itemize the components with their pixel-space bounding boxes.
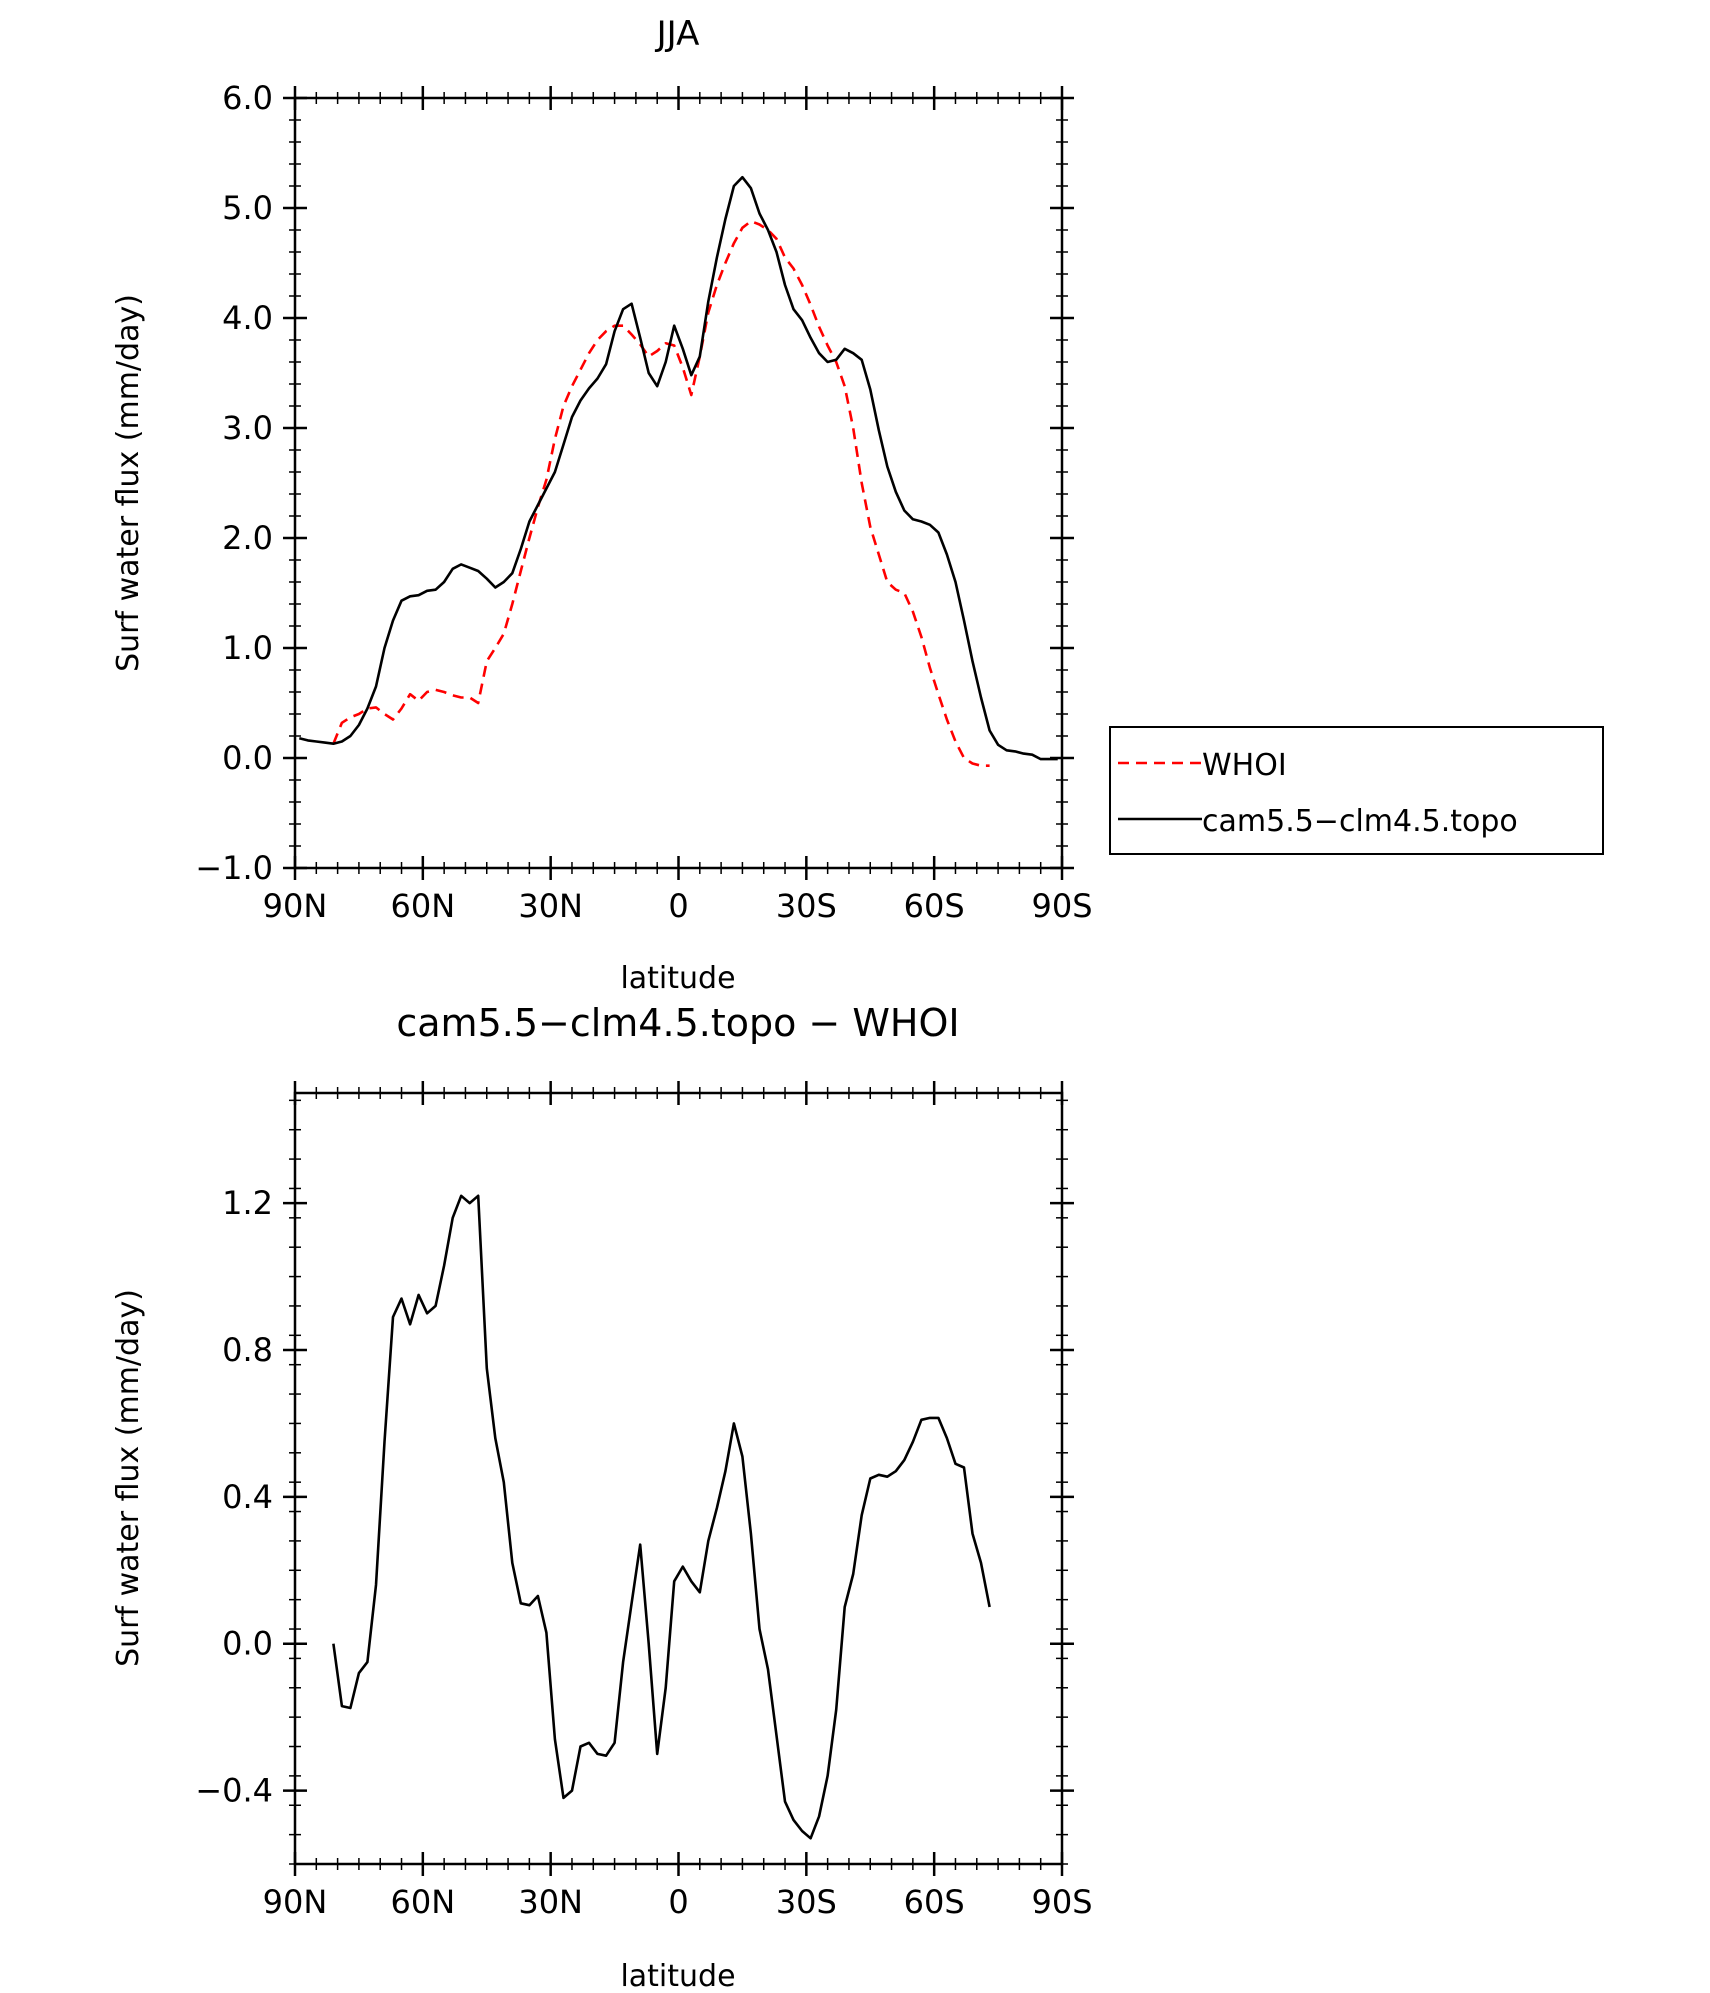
top-panel: JJA −1.0 0.0 1.0 2.0 3.0 4.0 5.0 6.0 90N 60N 30N 0… (111, 14, 1604, 996)
legend-label-whoi: WHOI (1202, 748, 1287, 783)
x-tick-label: 60N (391, 1883, 456, 1921)
x-tick-label: 30S (776, 1883, 837, 1921)
bottom-plot-frame (293, 1091, 1064, 1866)
y-tick-label: 0.8 (222, 1331, 273, 1369)
y-tick-label: 4.0 (222, 299, 273, 337)
bottom-panel: cam5.5−clm4.5.topo − WHOI −0.4 0.0 0.4 0.8 1… (111, 1001, 1093, 1993)
legend-box (1109, 726, 1604, 855)
top-y-axis-label: Surf water flux (mm/day) (111, 294, 146, 672)
y-tick-label: 3.0 (222, 409, 273, 447)
x-tick-label: 90N (263, 1883, 328, 1921)
top-panel-title: JJA (655, 14, 700, 54)
x-tick-label: 60S (904, 1883, 965, 1921)
top-series-group (298, 175, 1058, 768)
y-tick-label: −1.0 (195, 849, 273, 887)
legend-label-model: cam5.5−clm4.5.topo (1202, 804, 1518, 839)
bottom-x-axis-ticks: 90N 60N 30N 0 30S 60S 90S (263, 1081, 1093, 1921)
series-line-model (298, 175, 1058, 761)
y-tick-label: 0.0 (222, 1625, 273, 1663)
x-tick-label: 60S (904, 887, 965, 925)
series-line-whoi (332, 219, 990, 768)
x-tick-label: 30N (518, 887, 583, 925)
y-tick-label: 1.0 (222, 629, 273, 667)
bottom-panel-title: cam5.5−clm4.5.topo − WHOI (396, 1001, 959, 1045)
x-tick-label: 90S (1031, 1883, 1092, 1921)
top-x-axis-label: latitude (620, 961, 735, 996)
x-tick-label: 30N (518, 1883, 583, 1921)
bottom-x-axis-label: latitude (620, 1959, 735, 1993)
x-tick-label: 0 (668, 887, 688, 925)
y-tick-label: 0.0 (222, 739, 273, 777)
y-tick-label: 5.0 (222, 189, 273, 227)
y-tick-label: 0.4 (222, 1478, 273, 1516)
y-tick-label: 2.0 (222, 519, 273, 557)
bottom-y-axis-label: Surf water flux (mm/day) (111, 1289, 146, 1667)
series-line-difference (332, 1194, 991, 1840)
y-tick-label: 1.2 (222, 1184, 273, 1222)
x-tick-label: 60N (391, 887, 456, 925)
x-tick-label: 90S (1031, 887, 1092, 925)
y-tick-label: −0.4 (195, 1772, 273, 1810)
legend: WHOI cam5.5−clm4.5.topo (1109, 726, 1604, 855)
x-tick-label: 0 (668, 1883, 688, 1921)
x-tick-label: 90N (263, 887, 328, 925)
y-tick-label: 6.0 (222, 79, 273, 117)
top-plot-frame (293, 96, 1064, 870)
x-tick-label: 30S (776, 887, 837, 925)
bottom-series-group (332, 1194, 991, 1840)
